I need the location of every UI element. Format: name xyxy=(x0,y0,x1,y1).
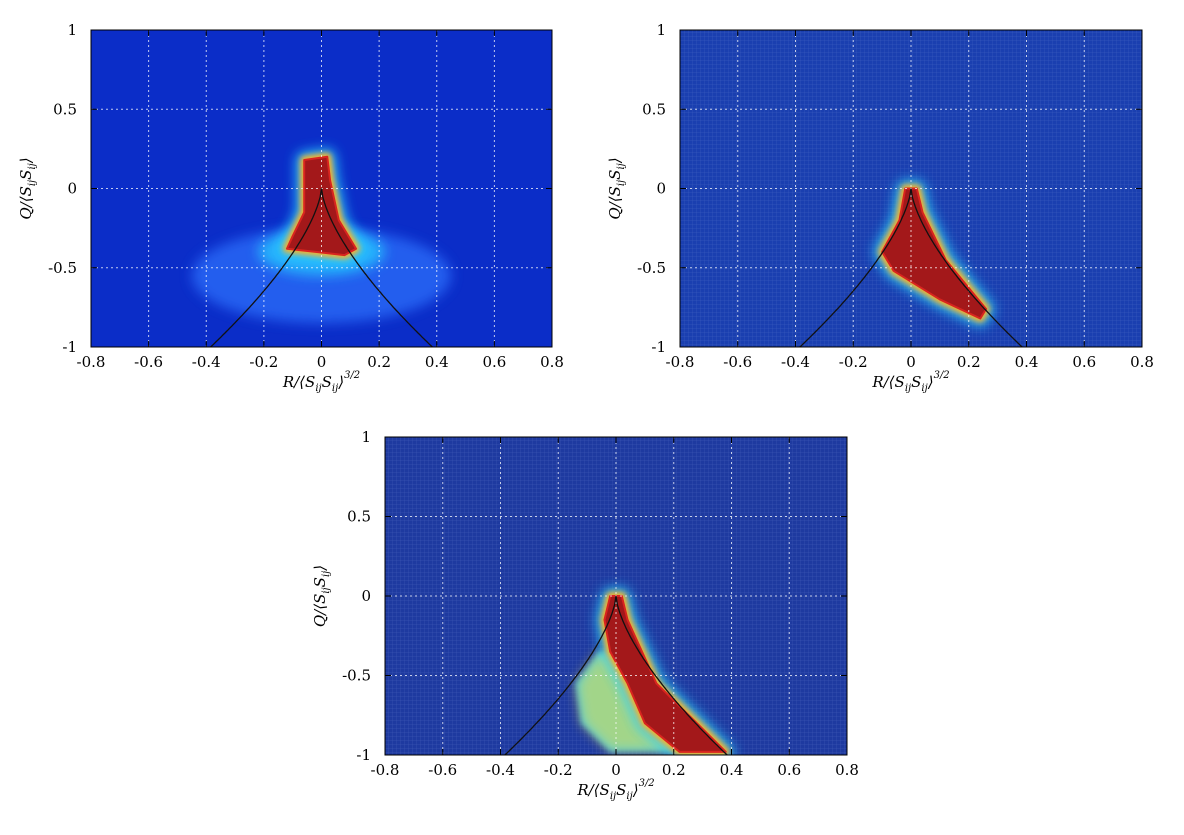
y-axis-label: Q/⟨SijSij⟩ xyxy=(17,157,38,219)
y-tick-label: 0.5 xyxy=(642,100,666,118)
x-axis-label: R/⟨SijSij⟩3/2 xyxy=(576,778,654,802)
x-tick-label: -0.4 xyxy=(781,353,810,371)
x-tick-label: 0 xyxy=(611,761,621,779)
density-hot-core xyxy=(603,595,727,753)
y-tick-label: -0.5 xyxy=(342,667,371,685)
x-tick-label: -0.4 xyxy=(486,761,515,779)
x-tick-label: 0.2 xyxy=(957,353,981,371)
x-tick-label: 0.8 xyxy=(540,353,564,371)
discriminant-curve xyxy=(209,188,434,347)
x-axis-label: R/⟨SijSij⟩3/2 xyxy=(282,370,360,394)
x-tick-label: -0.8 xyxy=(666,353,695,371)
y-tick-label: 0 xyxy=(656,180,666,198)
y-axis-label: Q/⟨SijSij⟩ xyxy=(606,157,627,219)
discriminant-curve xyxy=(798,188,1024,347)
x-tick-label: 0 xyxy=(906,353,916,371)
x-tick-label: -0.8 xyxy=(77,353,106,371)
x-tick-label: -0.6 xyxy=(428,761,457,779)
y-tick-label: -1 xyxy=(62,338,77,356)
x-tick-label: -0.2 xyxy=(249,353,278,371)
y-tick-label: -1 xyxy=(651,338,666,356)
x-tick-label: 0.8 xyxy=(835,761,859,779)
y-tick-label: 1 xyxy=(656,21,666,39)
x-tick-label: -0.2 xyxy=(839,353,868,371)
axes: -0.8 -0.6 -0.4 -0.2 0 0.2 0.4 0.6 0.8 1 0.5 0 -0.5 -1… xyxy=(606,21,1154,394)
y-tick-label: 0.5 xyxy=(347,508,371,526)
y-tick-label: -0.5 xyxy=(48,259,77,277)
y-tick-label: 1 xyxy=(67,21,77,39)
x-axis-label: R/⟨SijSij⟩3/2 xyxy=(871,370,949,394)
x-tick-label: 0.6 xyxy=(482,353,506,371)
plot-area xyxy=(91,30,552,347)
x-tick-label: 0.6 xyxy=(1072,353,1096,371)
plot-area xyxy=(385,437,847,755)
x-tick-label: 0.4 xyxy=(720,761,744,779)
y-axis-label: Q/⟨SijSij⟩ xyxy=(311,565,332,627)
x-tick-label: 0.4 xyxy=(425,353,449,371)
axes: -0.8 -0.6 -0.4 -0.2 0 0.2 0.4 0.6 0.8 1 0.5 0 -0.5 -1… xyxy=(311,428,859,802)
x-tick-label: 0.2 xyxy=(662,761,686,779)
y-tick-label: 0 xyxy=(361,587,371,605)
y-tick-label: -0.5 xyxy=(637,259,666,277)
heatmap-panel-top-left: -0.8 -0.6 -0.4 -0.2 0 0.2 0.4 0.6 0.8 1 0.5 0 -0.5 -1… xyxy=(17,21,564,394)
discriminant-curve xyxy=(503,595,729,755)
y-tick-label: 0 xyxy=(67,180,77,198)
x-tick-label: -0.6 xyxy=(723,353,752,371)
heatmap-panel-bottom: -0.8 -0.6 -0.4 -0.2 0 0.2 0.4 0.6 0.8 1 0.5 0 -0.5 -1… xyxy=(311,428,859,802)
x-tick-label: 0 xyxy=(317,353,327,371)
x-tick-label: 0.4 xyxy=(1015,353,1039,371)
x-tick-label: 0.6 xyxy=(777,761,801,779)
x-tick-label: 0.2 xyxy=(367,353,391,371)
y-tick-label: 1 xyxy=(361,428,371,446)
y-tick-label: -1 xyxy=(356,746,371,764)
x-tick-label: -0.6 xyxy=(134,353,163,371)
x-tick-label: -0.8 xyxy=(371,761,400,779)
axes: -0.8 -0.6 -0.4 -0.2 0 0.2 0.4 0.6 0.8 1 0.5 0 -0.5 -1… xyxy=(17,21,564,394)
x-tick-label: 0.8 xyxy=(1130,353,1154,371)
x-tick-label: -0.4 xyxy=(192,353,221,371)
x-tick-label: -0.2 xyxy=(544,761,573,779)
density-hot-core xyxy=(881,187,988,320)
plot-area xyxy=(680,30,1142,347)
y-tick-label: 0.5 xyxy=(53,100,77,118)
heatmap-panel-top-right: -0.8 -0.6 -0.4 -0.2 0 0.2 0.4 0.6 0.8 1 0.5 0 -0.5 -1… xyxy=(606,21,1154,394)
